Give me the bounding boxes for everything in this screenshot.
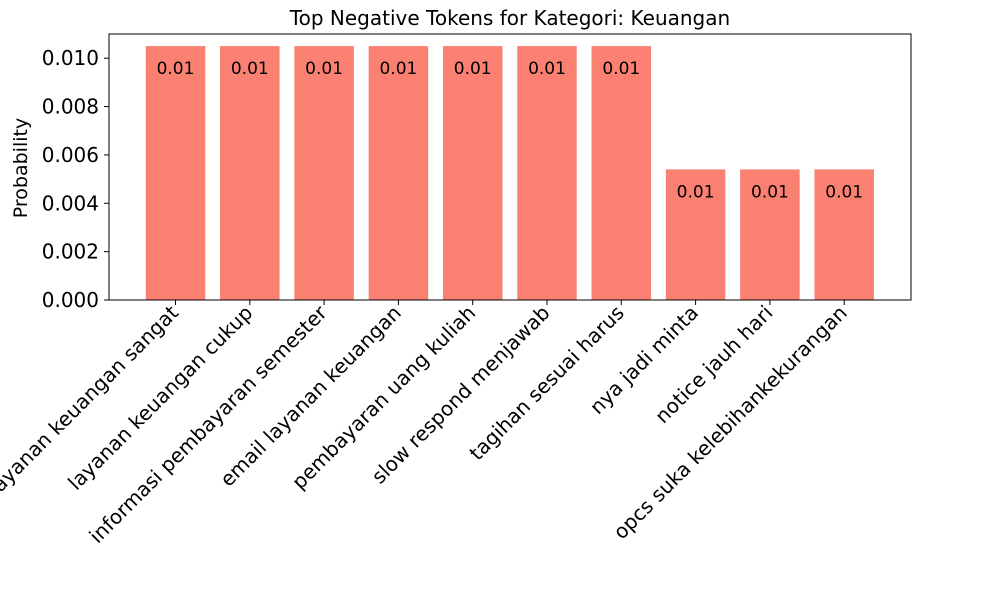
bar-data-label: 0.01 — [231, 59, 269, 79]
bars-group — [145, 46, 874, 300]
bar — [814, 169, 874, 300]
bar — [145, 46, 206, 300]
bar-data-label: 0.01 — [305, 59, 343, 79]
bar — [517, 46, 577, 300]
y-tick-label: 0.008 — [42, 95, 99, 119]
bar — [442, 46, 503, 300]
bar — [740, 169, 800, 300]
y-tick-label: 0.000 — [42, 288, 99, 312]
bar-data-label: 0.01 — [454, 59, 492, 79]
y-axis: 0.000 0.002 0.004 0.006 0.008 0.010 — [42, 46, 109, 312]
bar-data-label: 0.01 — [528, 59, 566, 79]
bar — [368, 46, 429, 300]
data-labels-group: 0.01 0.01 0.01 0.01 0.01 0.01 0.01 0.01 0.01 0.01 — [157, 59, 864, 202]
y-tick-label: 0.010 — [42, 46, 99, 70]
plot-frame — [108, 33, 912, 301]
y-axis-label: Probability — [10, 118, 32, 218]
bar-data-label: 0.01 — [379, 59, 417, 79]
bar — [591, 46, 652, 300]
bar-data-label: 0.01 — [677, 182, 715, 202]
bar-data-label: 0.01 — [751, 182, 789, 202]
bar — [665, 169, 726, 300]
y-tick-label: 0.002 — [42, 240, 99, 264]
y-tick-label: 0.006 — [42, 143, 99, 167]
bar — [220, 46, 280, 300]
bar-data-label: 0.01 — [157, 59, 195, 79]
y-tick-label: 0.004 — [42, 191, 99, 215]
chart-title: Top Negative Tokens for Kategori: Keuang… — [289, 6, 730, 30]
bar-data-label: 0.01 — [825, 182, 863, 202]
bar-data-label: 0.01 — [602, 59, 640, 79]
bar — [294, 46, 354, 300]
